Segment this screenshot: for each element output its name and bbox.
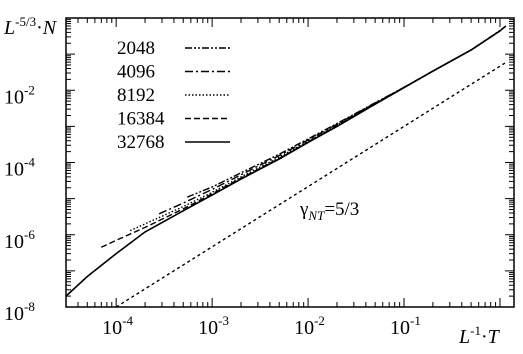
x-axis-title: L-1·T	[458, 323, 501, 348]
plot-frame	[65, 17, 515, 308]
legend-label: 32768	[117, 132, 165, 153]
x-tick-label: 10-1	[390, 313, 421, 339]
series-line	[65, 25, 507, 297]
x-tick-labels: 10-4 10-3 10-2 10-1	[102, 313, 421, 339]
y-axis-title: L-5/3·N	[3, 14, 58, 39]
legend-label: 8192	[117, 85, 155, 106]
legend-label: 4096	[117, 62, 155, 83]
series-line	[186, 29, 501, 198]
y-tick-label: 10-6	[4, 227, 35, 253]
series-line	[129, 30, 501, 232]
series-line	[115, 60, 508, 308]
y-tick-label: 10-2	[4, 82, 35, 108]
legend-label: 2048	[117, 38, 155, 59]
legend-label: 16384	[117, 109, 165, 130]
y-tick-labels: 10-8 10-6 10-4 10-2	[4, 82, 35, 325]
x-tick-label: 10-2	[294, 313, 325, 339]
x-tick-label: 10-4	[102, 313, 133, 339]
slope-annotation: γNT=5/3	[299, 199, 359, 223]
series-line	[158, 30, 501, 215]
x-tick-label: 10-3	[198, 313, 229, 339]
y-tick-label: 10-4	[4, 155, 35, 181]
minor-ticks	[65, 18, 514, 307]
series-lines	[65, 25, 508, 308]
y-tick-label: 10-8	[4, 299, 35, 325]
